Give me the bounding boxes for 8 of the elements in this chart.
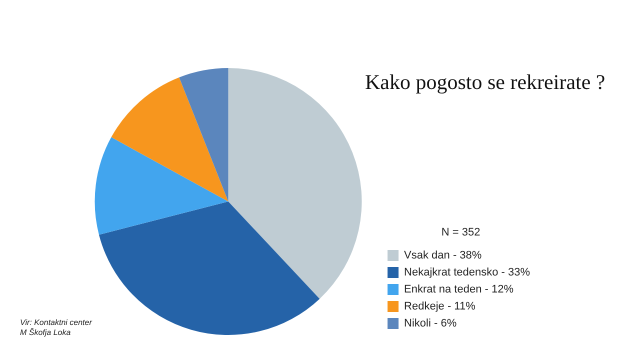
legend-label: Vsak dan - 38% bbox=[404, 250, 482, 262]
legend-title: N = 352 bbox=[441, 226, 480, 238]
legend-label: Enkrat na teden - 12% bbox=[404, 284, 514, 296]
text: Vir: Kontaktni center M Škofja Loka bbox=[20, 318, 92, 338]
legend-label: Redkeje - 11% bbox=[404, 300, 476, 313]
legend-label: Nikoli - 6% bbox=[404, 318, 457, 330]
chart-title: Kako pogosto se rekreirate ? bbox=[365, 70, 606, 95]
legend-label: Nekajkrat tedensko - 33% bbox=[404, 266, 530, 279]
